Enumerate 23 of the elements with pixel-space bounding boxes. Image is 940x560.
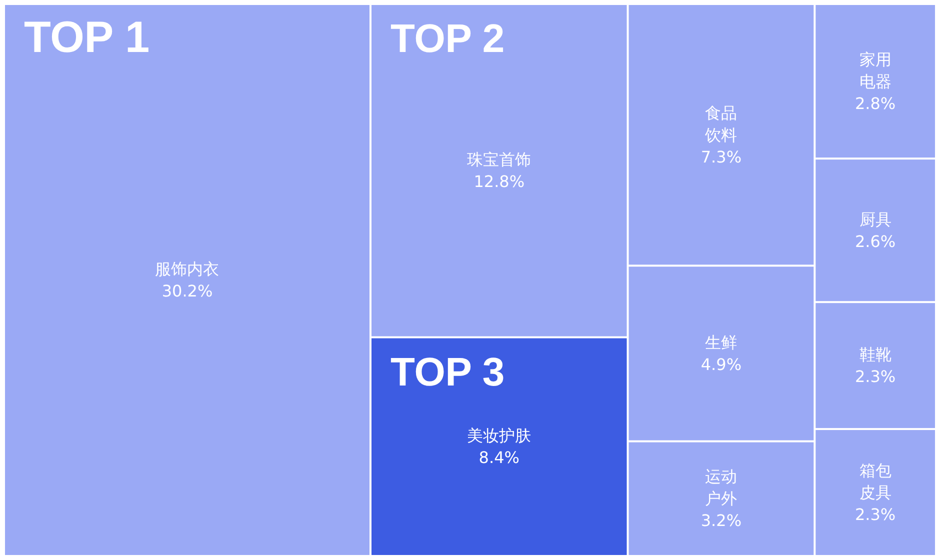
text: TOP 3 bbox=[390, 350, 505, 394]
data-label: 30.2% bbox=[162, 282, 213, 300]
category-label: 厨具 bbox=[859, 210, 892, 229]
data-label: 8.4% bbox=[478, 448, 520, 468]
data-label: 7.3% bbox=[700, 147, 742, 166]
data-label: 12.8% bbox=[474, 172, 525, 192]
data-label: 4.9% bbox=[700, 354, 742, 374]
category-label: 家用电器 bbox=[859, 50, 892, 91]
data-label: 2.8% bbox=[854, 94, 896, 113]
category-label: 运动户外 bbox=[705, 467, 738, 508]
category-label: 鞋靴 bbox=[859, 345, 892, 364]
data-label: 2.3% bbox=[854, 505, 896, 524]
data-label: 3.2% bbox=[700, 511, 742, 530]
category-label: 珠宝首饰 bbox=[467, 150, 532, 170]
text: TOP 2 bbox=[390, 17, 505, 61]
text: TOP 1 bbox=[24, 13, 150, 62]
category-label: 食品饮料 bbox=[704, 103, 738, 144]
category-label: 生鲜 bbox=[705, 332, 738, 352]
category-label: 箱包皮具 bbox=[859, 461, 892, 502]
category-label: 服饰内衣 bbox=[155, 260, 220, 278]
data-label: 2.6% bbox=[854, 232, 896, 251]
category-label: 美妆护肤 bbox=[467, 426, 532, 446]
data-label: 2.3% bbox=[854, 367, 896, 386]
